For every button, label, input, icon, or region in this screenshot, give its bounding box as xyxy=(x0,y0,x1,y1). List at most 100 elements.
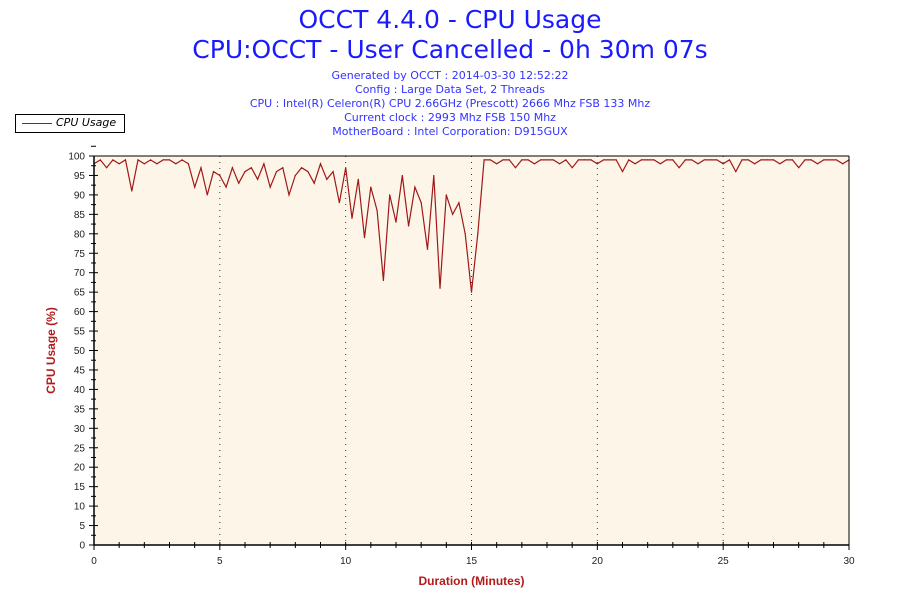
y-axis-label: CPU Usage (%) xyxy=(44,307,58,394)
data-point xyxy=(672,159,674,161)
data-point xyxy=(540,159,542,161)
data-point xyxy=(697,163,699,165)
data-point xyxy=(521,159,523,161)
data-point xyxy=(659,163,661,165)
y-tick-label: 90 xyxy=(74,190,86,201)
data-point xyxy=(552,159,554,161)
x-tick-label: 20 xyxy=(592,556,604,567)
y-tick-label: 20 xyxy=(74,463,86,474)
y-tick-label: 60 xyxy=(74,307,86,318)
y-tick-label: 65 xyxy=(74,288,86,299)
data-point xyxy=(351,217,353,219)
data-point xyxy=(496,163,498,165)
data-point xyxy=(571,167,573,169)
data-point xyxy=(156,163,158,165)
data-point xyxy=(772,159,775,161)
data-point xyxy=(187,163,189,165)
data-point xyxy=(175,163,177,165)
data-point xyxy=(231,167,234,169)
y-tick-label: 55 xyxy=(74,327,86,338)
data-point xyxy=(294,174,296,177)
data-point xyxy=(212,170,215,173)
data-point xyxy=(112,159,114,161)
data-point xyxy=(703,159,705,161)
data-point xyxy=(395,221,397,223)
info-config: Config : Large Data Set, 2 Threads xyxy=(355,83,545,96)
x-tick-label: 5 xyxy=(217,556,223,567)
data-point xyxy=(596,163,598,165)
data-point xyxy=(99,159,101,161)
data-point xyxy=(219,174,221,177)
x-tick-label: 10 xyxy=(340,556,352,567)
data-point xyxy=(640,159,642,161)
data-point xyxy=(407,225,410,227)
info-cpu: CPU : Intel(R) Celeron(R) CPU 2.66GHz (P… xyxy=(249,97,651,110)
y-tick-label: 80 xyxy=(74,229,86,240)
data-point xyxy=(728,159,731,161)
data-point xyxy=(709,159,712,161)
data-point xyxy=(376,209,378,212)
data-point xyxy=(338,202,340,204)
y-tick-label: 25 xyxy=(74,443,86,454)
x-axis-label: Duration (Minutes) xyxy=(419,574,525,588)
data-point xyxy=(835,159,838,161)
y-tick-label: 95 xyxy=(74,171,86,182)
data-point xyxy=(200,167,202,169)
data-point xyxy=(477,233,479,235)
x-tick-label: 30 xyxy=(843,556,855,567)
data-point xyxy=(414,186,416,188)
data-point xyxy=(162,159,164,161)
y-tick-label: 85 xyxy=(74,210,86,221)
data-point xyxy=(238,182,240,184)
data-point xyxy=(464,233,466,235)
data-point xyxy=(816,163,819,165)
y-tick-label: 45 xyxy=(74,365,86,376)
data-point xyxy=(615,159,617,161)
data-point xyxy=(684,159,687,161)
x-tick-label: 0 xyxy=(91,556,97,567)
data-point xyxy=(665,159,668,161)
data-point xyxy=(754,163,756,165)
y-tick-label: 50 xyxy=(74,346,86,357)
y-tick-label: 10 xyxy=(74,502,86,513)
y-tick-label: 15 xyxy=(74,482,86,493)
y-tick-label: 30 xyxy=(74,424,86,435)
x-tick-label: 25 xyxy=(718,556,730,567)
data-point xyxy=(804,159,806,161)
data-point xyxy=(470,291,473,293)
data-point xyxy=(678,167,680,169)
info-generated: Generated by OCCT : 2014-03-30 12:52:22 xyxy=(331,69,569,82)
data-point xyxy=(722,163,724,165)
data-point xyxy=(634,163,636,165)
y-tick-label: 35 xyxy=(74,404,86,415)
data-point xyxy=(263,163,265,165)
data-point xyxy=(798,167,800,169)
data-point xyxy=(168,159,171,161)
data-point xyxy=(609,159,611,161)
data-point xyxy=(647,159,649,161)
data-point xyxy=(621,170,624,173)
y-tick-label: 75 xyxy=(74,249,86,260)
data-point xyxy=(150,159,152,161)
data-point xyxy=(691,159,693,161)
data-point xyxy=(508,159,510,161)
data-point xyxy=(326,178,328,180)
data-point xyxy=(716,159,718,161)
data-point xyxy=(527,159,529,161)
data-point xyxy=(445,194,447,196)
data-point xyxy=(143,163,145,165)
data-point xyxy=(514,167,517,169)
data-point xyxy=(502,159,504,161)
data-point xyxy=(577,159,580,161)
data-point xyxy=(558,163,561,165)
data-point xyxy=(735,170,737,173)
chart-subtitle: CPU:OCCT - User Cancelled - 0h 30m 07s xyxy=(192,35,708,64)
data-point xyxy=(124,159,127,161)
data-point xyxy=(741,159,743,161)
legend: CPU Usage xyxy=(15,114,125,133)
data-point xyxy=(389,194,391,196)
data-point xyxy=(370,186,372,188)
data-point xyxy=(250,167,252,169)
data-point xyxy=(307,170,309,173)
